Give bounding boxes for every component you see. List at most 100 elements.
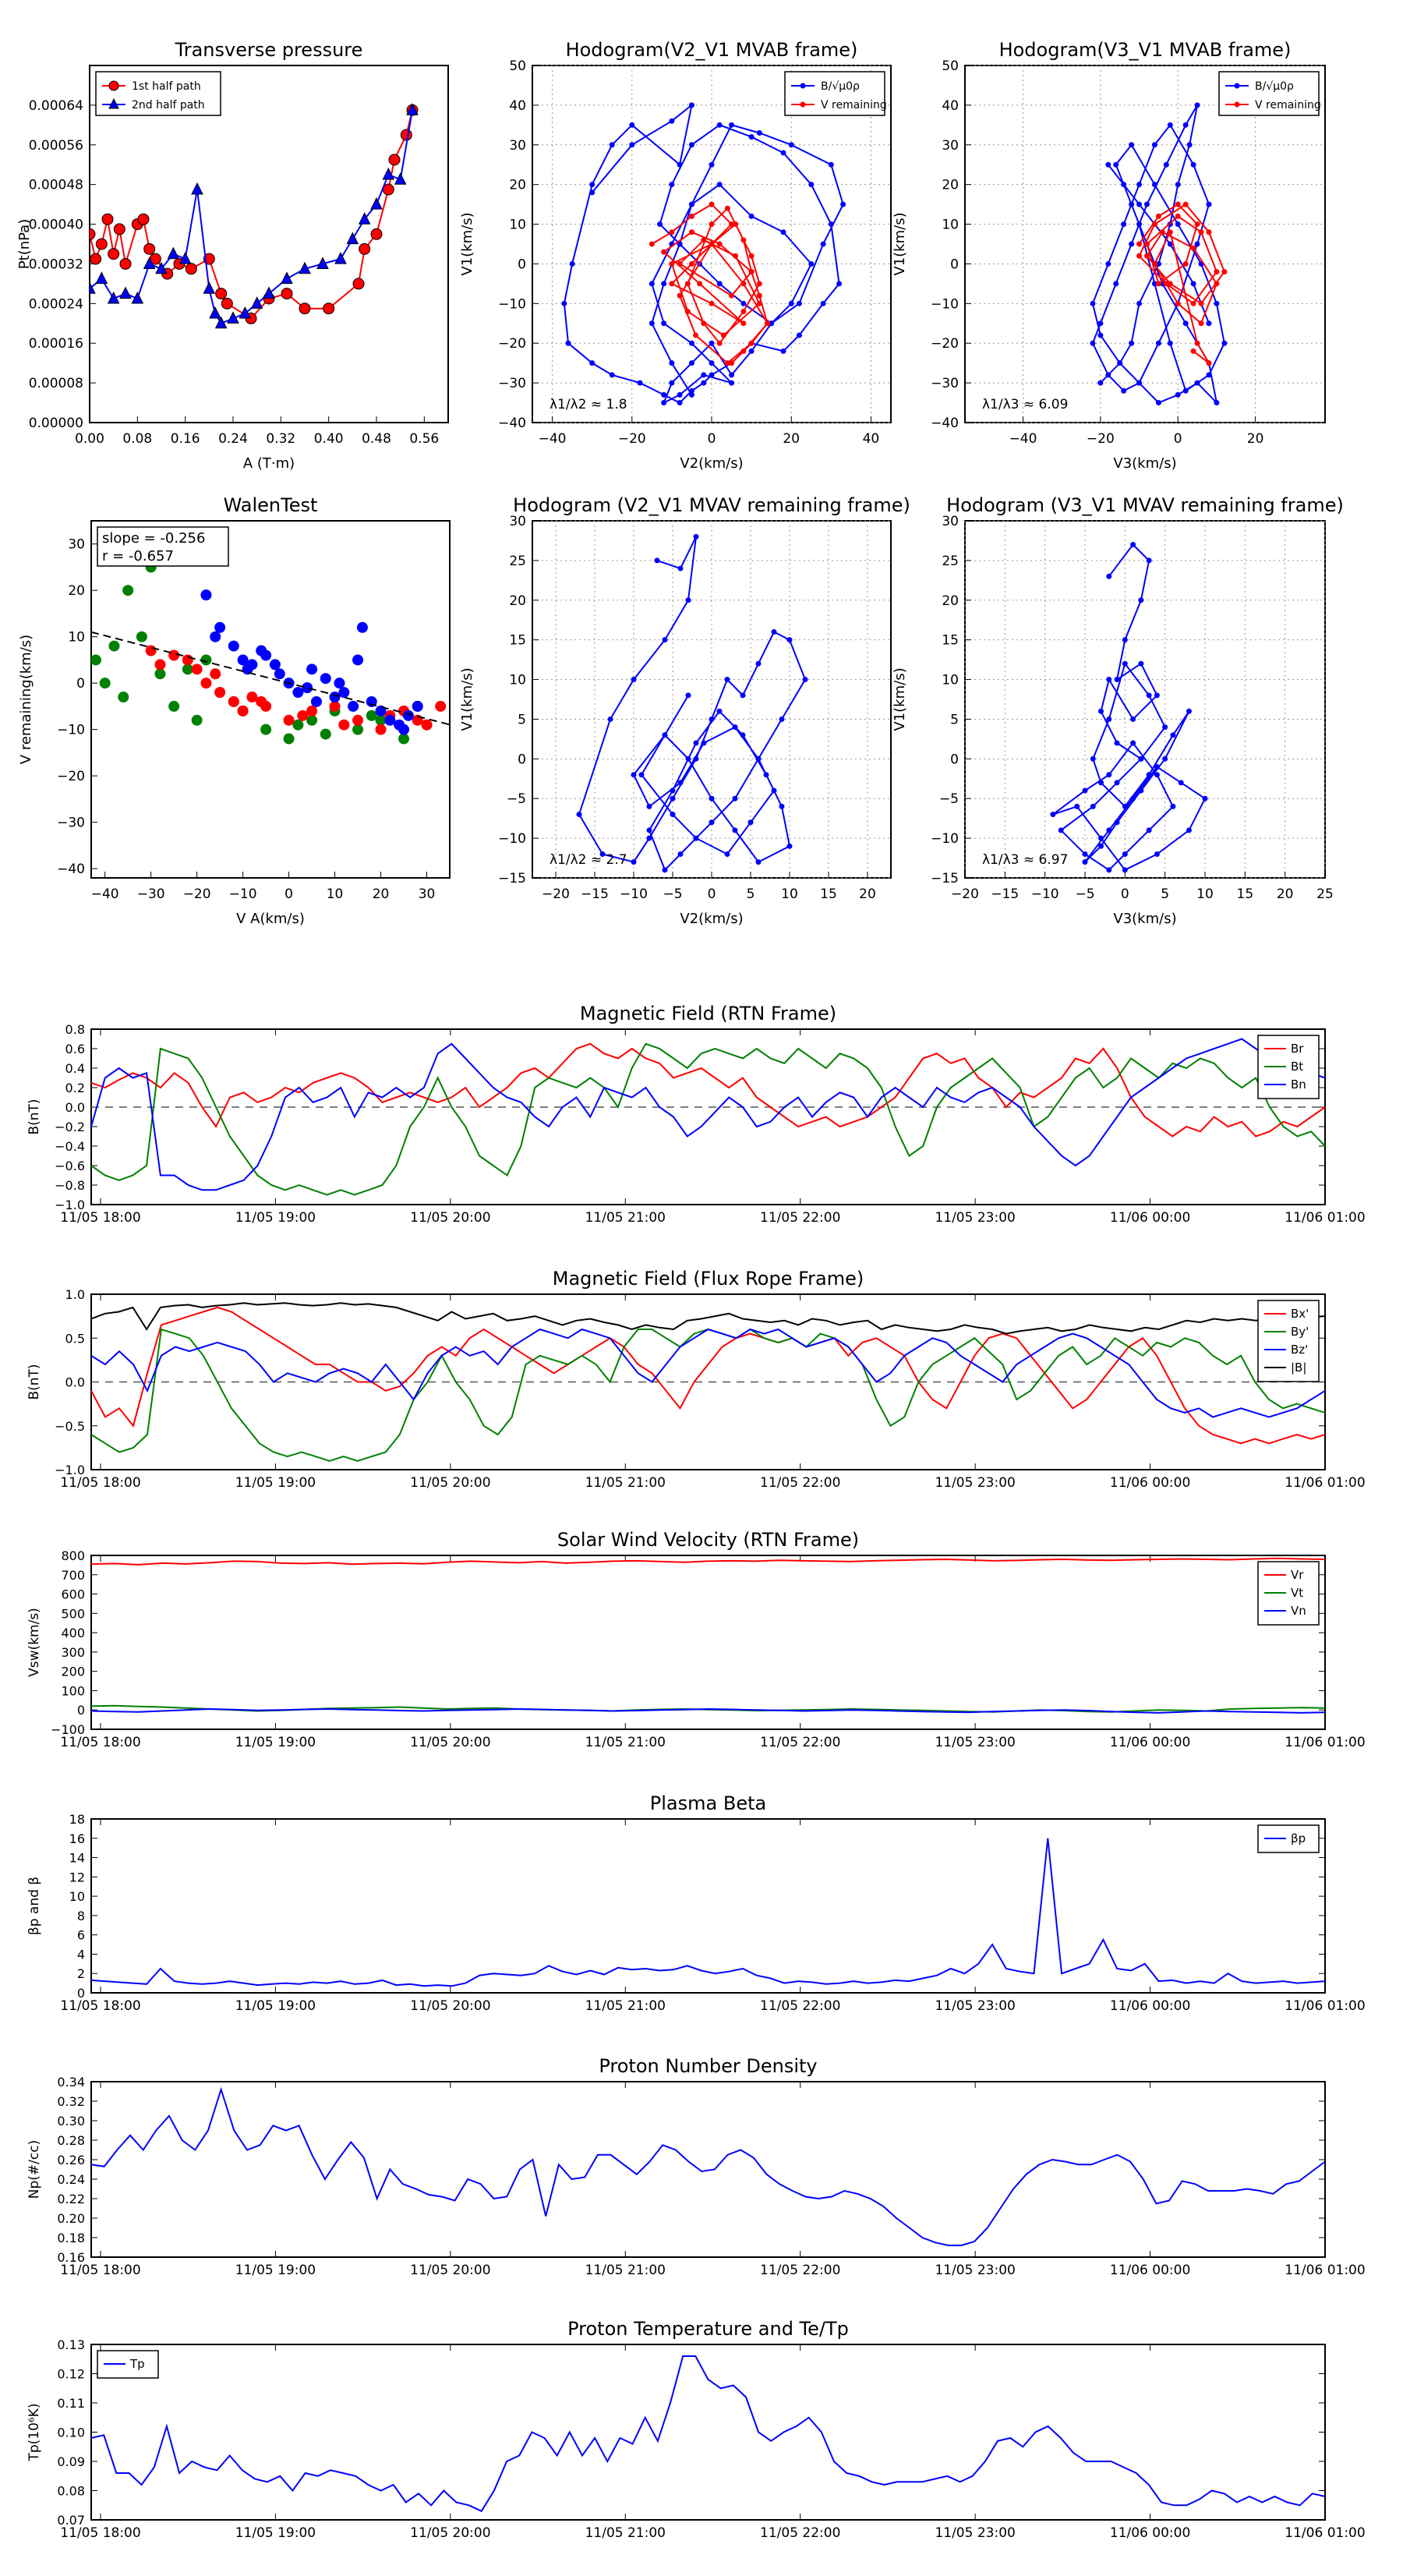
flux-xtick-label: 11/05 20:00 bbox=[410, 1475, 490, 1491]
pt-point-1st bbox=[221, 297, 233, 310]
np-xtick-label: 11/06 00:00 bbox=[1110, 2263, 1190, 2278]
beta-series-line-0 bbox=[90, 1838, 1326, 1987]
hodo2-series-point-0 bbox=[1155, 340, 1161, 346]
hodo1-series-point-0 bbox=[780, 229, 786, 235]
walen-point-blue bbox=[412, 700, 423, 712]
mag-ytick-label: −0.8 bbox=[55, 1178, 85, 1193]
hodo4-ytick-label: 25 bbox=[942, 554, 959, 569]
hodo1-series-point-0 bbox=[677, 391, 683, 398]
hodo3-series-point-0 bbox=[701, 740, 707, 746]
pt-xlabel: A (T·m) bbox=[243, 455, 295, 472]
mag-ytick-label: 0.2 bbox=[65, 1081, 85, 1095]
hodo4-xtick-label: −5 bbox=[1075, 886, 1094, 902]
hodo2-series-point-1 bbox=[1198, 300, 1204, 306]
pt-point-2nd bbox=[209, 306, 221, 319]
np-xtick-label: 11/05 20:00 bbox=[410, 2263, 490, 2278]
np-panel: Proton Number Density 11/05 18:00 11/05 19… bbox=[27, 2055, 1366, 2278]
hodo2-series-point-0 bbox=[1175, 182, 1181, 188]
vsw-panel: Solar Wind Velocity (RTN Frame) 11/05 18:… bbox=[27, 1529, 1366, 1750]
pt-point-2nd bbox=[203, 281, 216, 294]
flux-ytick-label: 0.5 bbox=[65, 1331, 85, 1346]
hodo1-series-point-0 bbox=[709, 360, 715, 366]
hodo1-ylabel: V1(km/s) bbox=[459, 212, 475, 275]
walen-point-red bbox=[283, 714, 295, 726]
flux-xtick-label: 11/06 00:00 bbox=[1110, 1475, 1190, 1491]
hodo2-series-point-0 bbox=[1194, 102, 1200, 108]
hodo2-series-line-0 bbox=[1091, 104, 1225, 405]
hodo3-series-point-0 bbox=[638, 772, 645, 778]
hodo2-panel: Hodogram(V3_V1 MVAB frame) −40 −20 0 20 −40 −3… bbox=[892, 39, 1326, 472]
vsw-title: Solar Wind Velocity (RTN Frame) bbox=[557, 1529, 859, 1551]
walen-point-red bbox=[297, 709, 309, 721]
walen-point-blue bbox=[352, 654, 364, 666]
mag-series-line-2 bbox=[90, 1038, 1326, 1191]
hodo1-series-point-0 bbox=[688, 360, 694, 366]
walen-xtick-label: 20 bbox=[373, 886, 390, 902]
pt-xtick-label: 0.00 bbox=[75, 431, 104, 447]
hodo3-series-point-0 bbox=[802, 677, 808, 683]
pt-ytick-label: 0.00064 bbox=[29, 98, 83, 114]
hodo1-series-point-0 bbox=[748, 348, 755, 354]
hodo2-series-point-0 bbox=[1090, 340, 1096, 346]
hodo2-series-point-0 bbox=[1190, 281, 1196, 287]
flux-ylabel: B(nT) bbox=[27, 1364, 42, 1399]
walen-point-red bbox=[375, 724, 387, 735]
hodo4-series-point-0 bbox=[1106, 716, 1112, 722]
beta-ytick-label: 8 bbox=[77, 1909, 85, 1923]
hodo2-ytick-label: 10 bbox=[942, 218, 959, 233]
hodo1-series-point-1 bbox=[669, 281, 675, 287]
pt-point-1st bbox=[119, 257, 132, 270]
vsw-ytick-label: 300 bbox=[61, 1645, 85, 1660]
pt-point-1st bbox=[215, 288, 228, 300]
beta-xtick-label: 11/05 21:00 bbox=[585, 1998, 666, 2014]
hodo2-series-point-0 bbox=[1214, 400, 1220, 406]
hodo4-series-point-0 bbox=[1130, 740, 1136, 746]
pt-point-2nd bbox=[90, 281, 96, 294]
walen-point-green bbox=[168, 700, 180, 712]
pt-point-1st bbox=[95, 238, 108, 250]
walen-slope-label: slope = -0.256 bbox=[102, 530, 205, 547]
hodo4-xtick-label: 20 bbox=[1277, 886, 1294, 902]
hodo4-ytick-label: 0 bbox=[950, 752, 959, 767]
walen-point-green bbox=[352, 724, 364, 735]
hodo4-series-point-0 bbox=[1154, 764, 1160, 770]
vsw-legend-label: Vr bbox=[1291, 1568, 1304, 1582]
hodo2-title: Hodogram(V3_V1 MVAB frame) bbox=[999, 39, 1292, 61]
walen-point-blue bbox=[292, 687, 304, 699]
hodo1-series-point-1 bbox=[733, 253, 739, 259]
walen-point-blue bbox=[210, 631, 221, 642]
pt-legend-label: 2nd half path bbox=[132, 99, 205, 111]
hodo3-xlabel: V2(km/s) bbox=[680, 911, 743, 927]
hodo1-series-point-0 bbox=[589, 189, 595, 196]
pt-point-1st bbox=[90, 228, 96, 240]
hodo2-xtick-label: −40 bbox=[1009, 431, 1037, 447]
hodo1-ytick-label: −20 bbox=[498, 336, 526, 352]
hodo2-series-point-1 bbox=[1167, 281, 1173, 287]
hodo1-ytick-label: −10 bbox=[498, 296, 526, 312]
walen-point-red bbox=[421, 719, 433, 731]
vsw-ytick-label: 200 bbox=[61, 1665, 85, 1679]
walen-ylabel: V remaining(km/s) bbox=[18, 635, 34, 764]
pt-point-2nd bbox=[334, 251, 347, 264]
hodo2-eigen-ratio: λ1/λ3 ≈ 6.09 bbox=[982, 397, 1068, 412]
hodo4-series-point-0 bbox=[1170, 732, 1176, 738]
hodo2-series-point-0 bbox=[1105, 372, 1111, 378]
walen-point-green bbox=[91, 654, 101, 666]
beta-ytick-label: 2 bbox=[77, 1966, 85, 1981]
mag-ytick-label: −0.2 bbox=[55, 1120, 85, 1134]
hodo1-series-point-0 bbox=[836, 281, 843, 287]
hodo3-ytick-label: 5 bbox=[518, 712, 526, 727]
hodo2-series-point-1 bbox=[1151, 221, 1157, 228]
walen-point-blue bbox=[329, 692, 341, 703]
pt-panel: Transverse pressure 0.00 0.08 0.16 0.24 0.32 0… bbox=[16, 39, 449, 472]
hodo1-legend-label: B/√μ0ρ bbox=[821, 80, 860, 93]
walen-point-green bbox=[398, 733, 410, 745]
hodo2-series-point-0 bbox=[1175, 391, 1181, 398]
walen-point-green bbox=[99, 678, 111, 689]
hodo3-ytick-label: 30 bbox=[509, 514, 526, 529]
pt-ytick-label: 0.00024 bbox=[29, 296, 83, 312]
hodo3-eigen-ratio: λ1/λ2 ≈ 2.7 bbox=[550, 852, 627, 868]
hodo3-series-point-0 bbox=[599, 851, 606, 857]
flux-series-line-2 bbox=[90, 1328, 1326, 1418]
mag-legend-label: Br bbox=[1291, 1042, 1304, 1056]
